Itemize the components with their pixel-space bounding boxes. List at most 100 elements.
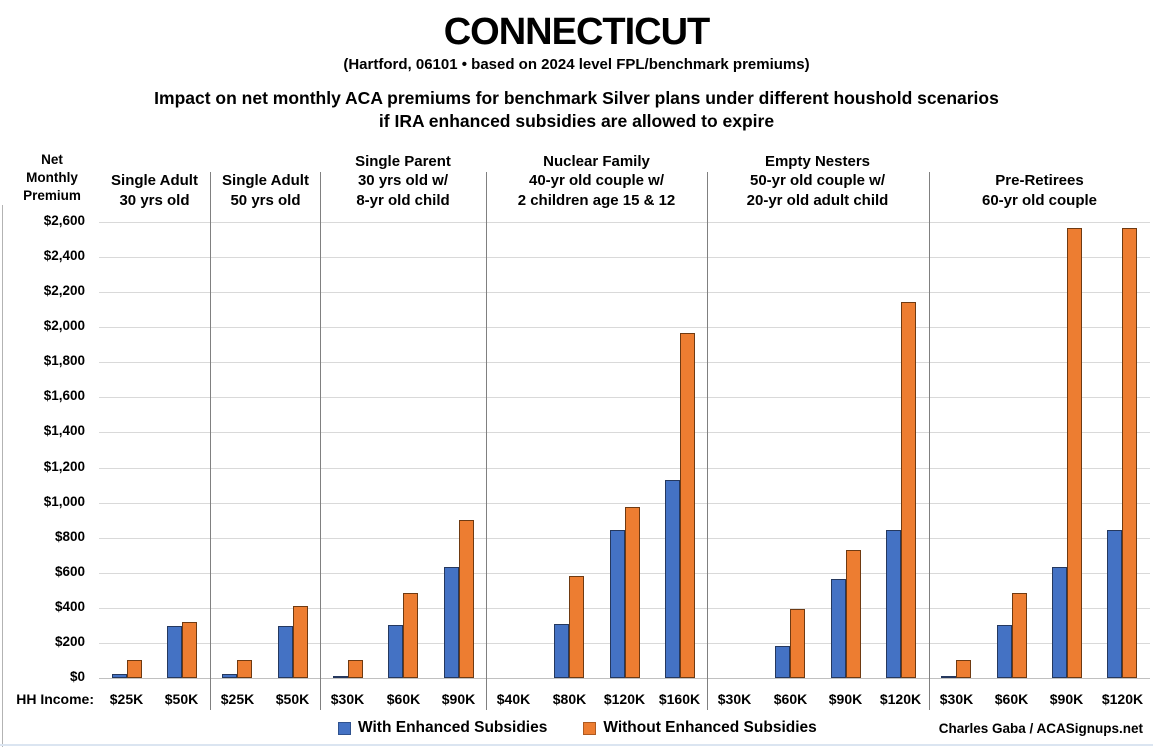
bar-with-subsidies bbox=[278, 626, 293, 678]
y-tick-label: $200 bbox=[54, 634, 85, 649]
scenario-header-line: 30 yrs old bbox=[119, 191, 190, 209]
group-divider bbox=[210, 172, 211, 710]
y-tick-label: $1,200 bbox=[43, 459, 85, 474]
bar-with-subsidies bbox=[167, 626, 182, 678]
income-label: $40K bbox=[496, 691, 531, 707]
y-tick-label: $600 bbox=[54, 564, 85, 579]
income-label: $50K bbox=[164, 691, 199, 707]
bar-without-subsidies bbox=[348, 660, 363, 678]
bar-without-subsidies bbox=[569, 576, 584, 678]
bar-with-subsidies bbox=[1052, 567, 1067, 678]
scenario-header: Empty Nesters 50-yr old couple w/20-yr ol… bbox=[707, 152, 928, 211]
group-divider bbox=[320, 172, 321, 710]
bar-with-subsidies bbox=[333, 676, 348, 678]
income-label: $30K bbox=[330, 691, 365, 707]
bar-with-subsidies bbox=[444, 567, 459, 678]
left-edge-line bbox=[2, 205, 3, 747]
bar-with-subsidies bbox=[941, 676, 956, 678]
income-label: $30K bbox=[939, 691, 974, 707]
scenario-header-line: 8-yr old child bbox=[356, 191, 450, 209]
gridline bbox=[99, 678, 1150, 679]
scenario-header-line: 50-yr old couple w/ bbox=[749, 172, 886, 189]
scenario-header-line: 60-yr old couple bbox=[981, 191, 1098, 209]
y-tick-label: $0 bbox=[69, 669, 85, 684]
bar-without-subsidies bbox=[403, 593, 418, 678]
bar-with-subsidies bbox=[222, 674, 237, 678]
scenario-header-line: Pre-Retirees bbox=[995, 172, 1084, 189]
gridline bbox=[99, 468, 1150, 469]
income-label: $90K bbox=[1049, 691, 1084, 707]
income-label: $120K bbox=[603, 691, 646, 707]
bar-with-subsidies bbox=[1107, 530, 1122, 678]
income-label: $120K bbox=[1101, 691, 1144, 707]
bar-with-subsidies bbox=[554, 624, 569, 678]
bar-with-subsidies bbox=[665, 480, 680, 678]
legend-item-with-subsidies: With Enhanced Subsidies bbox=[338, 719, 547, 737]
y-tick-label: $400 bbox=[54, 599, 85, 614]
bar-with-subsidies bbox=[886, 530, 901, 678]
bar-without-subsidies bbox=[182, 622, 197, 678]
bar-without-subsidies bbox=[956, 660, 971, 678]
bar-without-subsidies bbox=[901, 302, 916, 678]
credit-text: Charles Gaba / ACASignups.net bbox=[938, 721, 1143, 736]
bar-without-subsidies bbox=[790, 609, 805, 678]
bar-with-subsidies bbox=[831, 579, 846, 678]
bar-without-subsidies bbox=[846, 550, 861, 678]
group-divider bbox=[929, 172, 930, 710]
scenario-header-line: 40-yr old couple w/ bbox=[528, 172, 665, 189]
blue-swatch-icon bbox=[338, 721, 351, 735]
bar-without-subsidies bbox=[625, 507, 640, 678]
bar-with-subsidies bbox=[997, 625, 1012, 678]
legend: With Enhanced Subsidies Without Enhanced… bbox=[338, 719, 817, 737]
y-tick-label: $2,200 bbox=[43, 283, 85, 298]
income-label: $160K bbox=[658, 691, 701, 707]
gridline bbox=[99, 362, 1150, 363]
chart-description-line1: Impact on net monthly ACA premiums for b… bbox=[154, 88, 999, 108]
bar-without-subsidies bbox=[237, 660, 252, 678]
bar-without-subsidies bbox=[293, 606, 308, 678]
scenario-header-line: Single Parent bbox=[355, 152, 451, 170]
x-axis-row-label: HH Income: bbox=[16, 691, 94, 707]
bar-without-subsidies bbox=[1067, 228, 1082, 678]
group-divider bbox=[486, 172, 487, 710]
y-tick-label: $1,400 bbox=[43, 423, 85, 438]
y-tick-label: $2,400 bbox=[43, 248, 85, 263]
income-label: $80K bbox=[552, 691, 587, 707]
gridline bbox=[99, 257, 1150, 258]
y-tick-label: $2,600 bbox=[43, 213, 85, 228]
y-tick-label: $1,800 bbox=[43, 353, 85, 368]
y-tick-label: $1,600 bbox=[43, 388, 85, 403]
orange-swatch-icon bbox=[583, 721, 597, 735]
bar-without-subsidies bbox=[127, 660, 142, 678]
gridline bbox=[99, 503, 1150, 504]
income-label: $120K bbox=[879, 691, 922, 707]
bar-without-subsidies bbox=[1122, 228, 1137, 678]
gridline bbox=[99, 327, 1150, 328]
group-divider bbox=[707, 172, 708, 710]
y-tick-label: $800 bbox=[54, 529, 85, 544]
scenario-header-line: 2 children age 15 & 12 bbox=[517, 191, 676, 209]
scenario-header: Single Adult 30 yrs old bbox=[99, 171, 210, 210]
scenario-header: Single Adult 50 yrs old bbox=[210, 171, 321, 210]
legend-label: Without Enhanced Subsidies bbox=[603, 719, 817, 736]
scenario-header-line: 50 yrs old bbox=[230, 191, 301, 209]
income-label: $25K bbox=[109, 691, 144, 707]
income-label: $60K bbox=[773, 691, 808, 707]
scenario-header-line: Empty Nesters bbox=[764, 152, 871, 170]
bar-without-subsidies bbox=[459, 520, 474, 678]
bar-with-subsidies bbox=[112, 674, 127, 678]
scenario-header-line: Nuclear Family bbox=[543, 152, 650, 170]
chart-description-line2: if IRA enhanced subsidies are allowed to… bbox=[378, 111, 775, 131]
page-title: CONNECTICUT bbox=[443, 11, 711, 53]
page-subtitle: (Hartford, 06101 • based on 2024 level F… bbox=[343, 56, 810, 73]
bar-without-subsidies bbox=[1012, 593, 1027, 678]
y-tick-label: $2,000 bbox=[43, 318, 85, 333]
scenario-header-line: Single Adult bbox=[111, 172, 198, 189]
bar-with-subsidies bbox=[775, 646, 790, 678]
scenario-header-line: 30 yrs old w/ bbox=[357, 172, 449, 189]
scenario-header-line: Single Adult bbox=[222, 172, 309, 189]
y-tick-label: $1,000 bbox=[43, 494, 85, 509]
bar-without-subsidies bbox=[680, 333, 695, 678]
